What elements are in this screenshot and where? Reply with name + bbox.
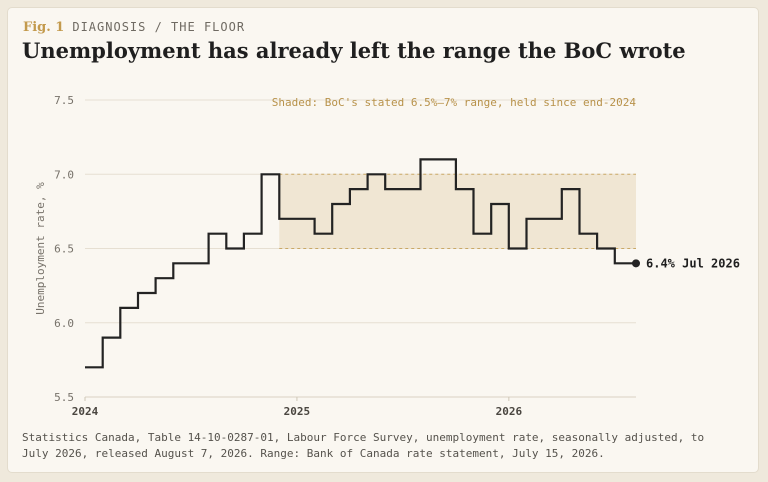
figure-section: DIAGNOSIS / THE FLOOR [72,20,246,34]
x-tick-label: 2024 [72,405,99,418]
y-tick-label: 7.5 [54,94,74,107]
y-tick-label: 6.5 [54,243,74,256]
figure-kicker: Fig. 1 DIAGNOSIS / THE FLOOR [23,16,245,35]
latest-value-label: 6.4% Jul 2026 [646,256,740,270]
band-annotation: Shaded: BoC's stated 6.5%–7% range, held… [272,96,637,109]
boc-range-band [279,174,636,249]
y-tick-label: 7.0 [54,168,74,181]
figure-number: Fig. 1 [23,20,65,35]
x-tick-label: 2025 [284,405,311,418]
source-note: Statistics Canada, Table 14-10-0287-01, … [22,431,705,460]
latest-point-marker [632,259,640,268]
unemployment-series-line [85,158,636,369]
y-tick-label: 5.5 [54,391,74,404]
y-tick-label: 6.0 [54,317,74,330]
y-axis-label: Unemployment rate, % [34,182,47,315]
chart-title: Unemployment has already left the range … [22,38,686,63]
x-tick-label: 2026 [496,405,523,418]
